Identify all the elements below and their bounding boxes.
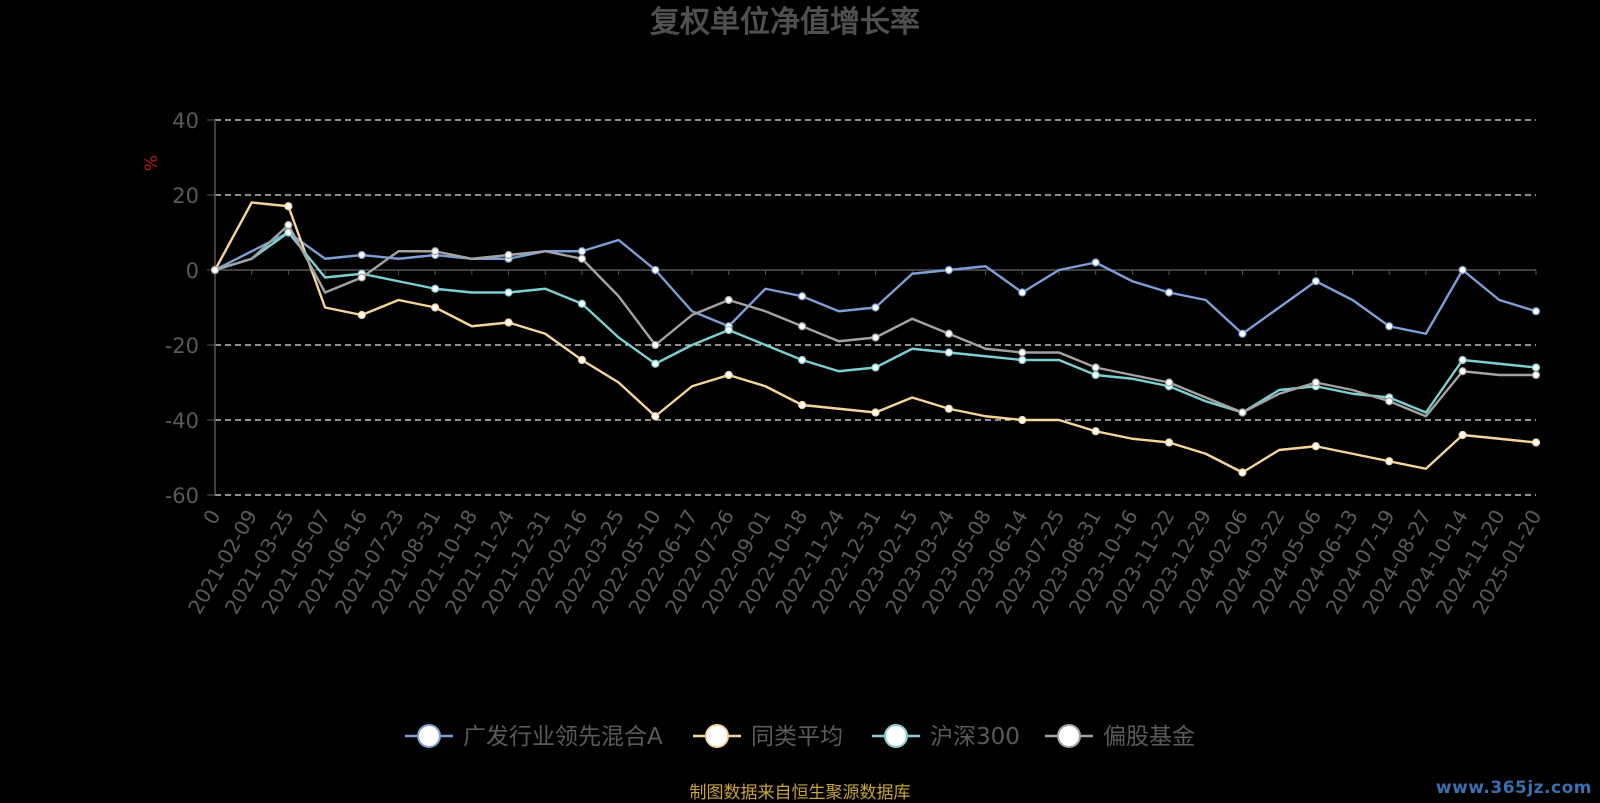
legend-item[interactable]: 沪深300 xyxy=(872,724,1020,750)
legend-item[interactable]: 同类平均 xyxy=(693,724,843,750)
series-point[interactable] xyxy=(431,284,440,293)
series-point[interactable] xyxy=(724,370,733,380)
series-point[interactable] xyxy=(1531,307,1541,316)
x-tick-label: 0 xyxy=(198,506,225,529)
series-point[interactable] xyxy=(1018,348,1027,357)
series-point[interactable] xyxy=(284,202,293,211)
series-point[interactable] xyxy=(1531,438,1541,447)
legend-marker xyxy=(705,724,729,748)
series-point[interactable] xyxy=(504,250,513,260)
series-point[interactable] xyxy=(1531,370,1541,380)
series-point[interactable] xyxy=(284,220,293,230)
legend-marker xyxy=(1057,724,1081,748)
series-point[interactable] xyxy=(431,247,440,256)
chart-title: 复权单位净值增长率 xyxy=(650,5,920,40)
series-point[interactable] xyxy=(1164,378,1174,387)
y-tick-label: 40 xyxy=(172,109,199,133)
series-point[interactable] xyxy=(577,355,587,365)
series-point[interactable] xyxy=(357,310,366,320)
series-lines xyxy=(210,201,1541,477)
series-point[interactable] xyxy=(577,247,587,256)
series-point[interactable] xyxy=(651,359,660,368)
watermark: www.365jz.com xyxy=(1435,778,1592,798)
series-point[interactable] xyxy=(1385,322,1394,331)
series-point[interactable] xyxy=(871,408,880,417)
series-point[interactable] xyxy=(944,329,953,338)
legend-item[interactable]: 偏股基金 xyxy=(1045,724,1195,750)
series-point[interactable] xyxy=(651,265,660,275)
series-point[interactable] xyxy=(651,340,660,350)
series-point[interactable] xyxy=(1458,430,1467,440)
series-point[interactable] xyxy=(724,325,733,335)
series-point[interactable] xyxy=(357,250,366,260)
legend-label: 同类平均 xyxy=(751,724,843,750)
legend-label: 沪深300 xyxy=(930,724,1020,750)
series-point[interactable] xyxy=(577,299,587,308)
legend-label: 广发行业领先混合A xyxy=(463,724,663,750)
series-point[interactable] xyxy=(871,363,880,372)
series-point[interactable] xyxy=(1311,378,1320,387)
series-point[interactable] xyxy=(724,295,733,305)
series-line-3 xyxy=(214,223,1536,418)
y-tick-labels: 40 20 0 -20 -40 -60 xyxy=(165,109,199,508)
series-point[interactable] xyxy=(1164,438,1174,447)
series-point[interactable] xyxy=(798,355,807,365)
y-tick-label: -60 xyxy=(165,484,199,508)
series-point[interactable] xyxy=(504,288,513,297)
series-point[interactable] xyxy=(798,322,807,331)
y-tick-label: -40 xyxy=(165,409,199,433)
series-point[interactable] xyxy=(1385,457,1394,466)
y-tick-label: 20 xyxy=(172,184,199,208)
y-tick-label: -20 xyxy=(165,334,199,358)
series-point[interactable] xyxy=(798,292,807,301)
legend[interactable]: 广发行业领先混合A 同类平均 沪深300 偏股基金 xyxy=(405,724,1195,750)
series-point[interactable] xyxy=(871,303,880,312)
series-point[interactable] xyxy=(944,348,953,357)
series-point[interactable] xyxy=(431,303,440,312)
series-point[interactable] xyxy=(1018,355,1027,365)
legend-item[interactable]: 广发行业领先混合A xyxy=(405,724,663,750)
series-point[interactable] xyxy=(577,254,587,263)
series-point[interactable] xyxy=(210,265,220,275)
x-tick-labels: 02021-02-092021-03-252021-05-072021-06-1… xyxy=(183,506,1546,619)
series-point[interactable] xyxy=(1531,363,1541,372)
series-point[interactable] xyxy=(1458,355,1467,365)
series-point[interactable] xyxy=(1311,277,1320,286)
series-point[interactable] xyxy=(944,404,953,413)
series-point[interactable] xyxy=(1018,415,1027,425)
series-point[interactable] xyxy=(1091,258,1100,267)
series-point[interactable] xyxy=(871,333,880,342)
y-axis-unit-label: % xyxy=(142,155,162,171)
series-point[interactable] xyxy=(798,400,807,410)
gridlines xyxy=(215,119,1536,496)
series-point[interactable] xyxy=(1311,442,1320,451)
series-line-2 xyxy=(214,231,1537,414)
legend-marker xyxy=(884,724,908,748)
series-point[interactable] xyxy=(1018,288,1027,297)
series-point[interactable] xyxy=(651,412,660,421)
series-point[interactable] xyxy=(1091,427,1100,436)
series-point[interactable] xyxy=(1164,288,1174,297)
series-point[interactable] xyxy=(1091,363,1100,372)
series-point[interactable] xyxy=(1238,329,1247,338)
data-source-note: 制图数据来自恒生聚源数据库 xyxy=(689,783,911,803)
series-point[interactable] xyxy=(357,273,366,282)
series-point[interactable] xyxy=(504,318,513,327)
series-point[interactable] xyxy=(944,265,953,275)
series-point[interactable] xyxy=(1091,370,1100,380)
series-point[interactable] xyxy=(1238,408,1247,417)
legend-label: 偏股基金 xyxy=(1103,724,1195,750)
legend-marker xyxy=(417,724,441,748)
y-tick-label: 0 xyxy=(186,259,199,283)
series-point[interactable] xyxy=(1238,468,1247,477)
axes xyxy=(207,119,1537,496)
series-point[interactable] xyxy=(1458,265,1467,275)
series-point[interactable] xyxy=(1458,367,1467,376)
series-point[interactable] xyxy=(1385,397,1394,406)
